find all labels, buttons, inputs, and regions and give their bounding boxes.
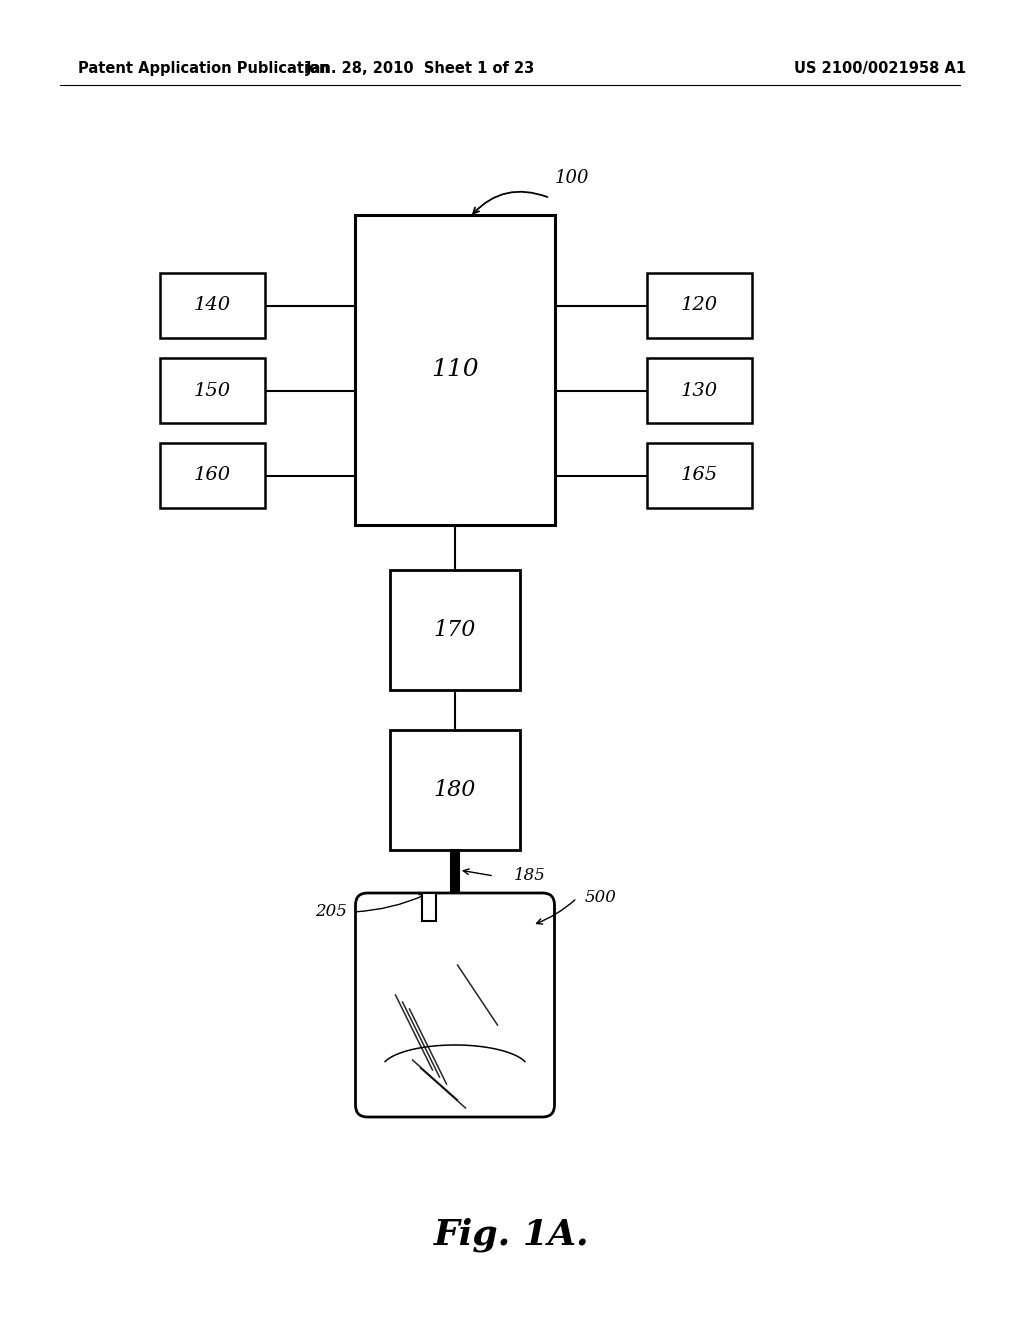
Bar [390,570,520,690]
Text: Jan. 28, 2010  Sheet 1 of 23: Jan. 28, 2010 Sheet 1 of 23 [305,61,535,75]
Text: 140: 140 [194,297,231,314]
Text: 180: 180 [434,779,476,801]
Text: Patent Application Publication: Patent Application Publication [78,61,330,75]
Bar [422,894,436,921]
Text: 100: 100 [555,169,590,187]
Bar [160,444,265,508]
Text: 150: 150 [194,381,231,400]
Bar [451,850,459,906]
Text: 185: 185 [514,867,546,884]
Text: 160: 160 [194,466,231,484]
Bar [390,730,520,850]
Bar [355,215,555,525]
FancyBboxPatch shape [355,894,555,1117]
Text: 130: 130 [681,381,718,400]
Text: 500: 500 [585,890,616,907]
Bar [647,273,752,338]
Text: Fig. 1A.: Fig. 1A. [434,1218,590,1253]
Text: 170: 170 [434,619,476,642]
Text: US 2100/0021958 A1: US 2100/0021958 A1 [794,61,966,75]
Text: 165: 165 [681,466,718,484]
Bar [160,273,265,338]
Bar [647,444,752,508]
Text: 110: 110 [431,359,479,381]
Bar [160,358,265,422]
Text: 120: 120 [681,297,718,314]
Bar [647,358,752,422]
Text: 205: 205 [315,903,347,920]
